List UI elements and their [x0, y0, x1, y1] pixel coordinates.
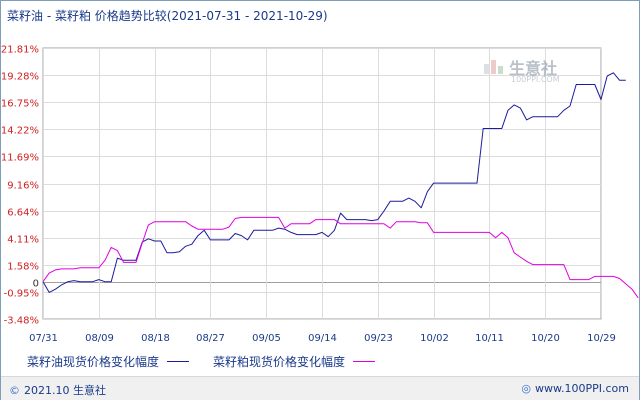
- y-tick-label: 11.69%: [1, 153, 39, 164]
- footer-bar: © 2021.10 生意社 ◎ www.100PPI.com: [1, 376, 639, 400]
- legend-item-meal: 菜籽粕现货价格变化幅度: [213, 353, 376, 370]
- x-tick-label: 08/27: [196, 333, 225, 344]
- y-tick-label: 6.64%: [7, 208, 39, 219]
- x-tick-label: 10/20: [531, 333, 560, 344]
- x-tick-label: 09/23: [364, 333, 393, 344]
- watermark-url: 100PPI.COM: [511, 75, 560, 84]
- footer-left-text: 2021.10 生意社: [24, 384, 106, 397]
- x-tick-label: 09/14: [308, 333, 337, 344]
- series-line-meal: [42, 216, 639, 299]
- legend-label-meal: 菜籽粕现货价格变化幅度: [213, 355, 346, 369]
- y-tick-label: 19.28%: [1, 72, 39, 83]
- legend-label-oil: 菜籽油现货价格变化幅度: [27, 355, 160, 369]
- x-tick-label: 08/18: [141, 333, 170, 344]
- y-tick-label: 0: [33, 279, 39, 290]
- footer-left: © 2021.10 生意社: [9, 382, 106, 398]
- chart-title: 菜籽油 - 菜籽粕 价格趋势比较(2021-07-31 - 2021-10-29…: [7, 9, 328, 23]
- footer-url[interactable]: www.100PPI.com: [535, 382, 629, 395]
- legend: 菜籽油现货价格变化幅度 菜籽粕现货价格变化幅度: [27, 353, 399, 370]
- y-tick-label: 14.22%: [1, 126, 39, 137]
- legend-item-oil: 菜籽油现货价格变化幅度: [27, 353, 190, 370]
- footer-right: ◎ www.100PPI.com: [521, 382, 629, 395]
- watermark-logo-icon: [484, 60, 503, 74]
- watermark-text: 生意社: [509, 59, 558, 78]
- x-tick-label: 10/02: [420, 333, 449, 344]
- watermark: 生意社 100PPI.COM: [483, 55, 560, 84]
- copyright-icon: ©: [9, 384, 20, 397]
- y-tick-label: -0.95%: [4, 289, 39, 300]
- x-tick-label: 08/09: [85, 333, 114, 344]
- y-tick-label: -3.48%: [4, 316, 39, 327]
- y-tick-label: 1.58%: [7, 262, 39, 273]
- globe-icon: ◎: [521, 382, 532, 395]
- y-tick-label: 4.11%: [7, 235, 39, 246]
- x-tick-label: 10/11: [475, 333, 504, 344]
- legend-swatch-meal: [353, 361, 376, 362]
- x-tick-label: 07/31: [29, 333, 58, 344]
- y-tick-label: 16.75%: [1, 99, 39, 110]
- x-tick-label: 09/05: [252, 333, 281, 344]
- y-tick-label: 9.16%: [7, 181, 39, 192]
- y-tick-label: 21.81%: [1, 45, 39, 56]
- legend-swatch-oil: [167, 361, 190, 362]
- x-tick-label: 10/29: [587, 333, 616, 344]
